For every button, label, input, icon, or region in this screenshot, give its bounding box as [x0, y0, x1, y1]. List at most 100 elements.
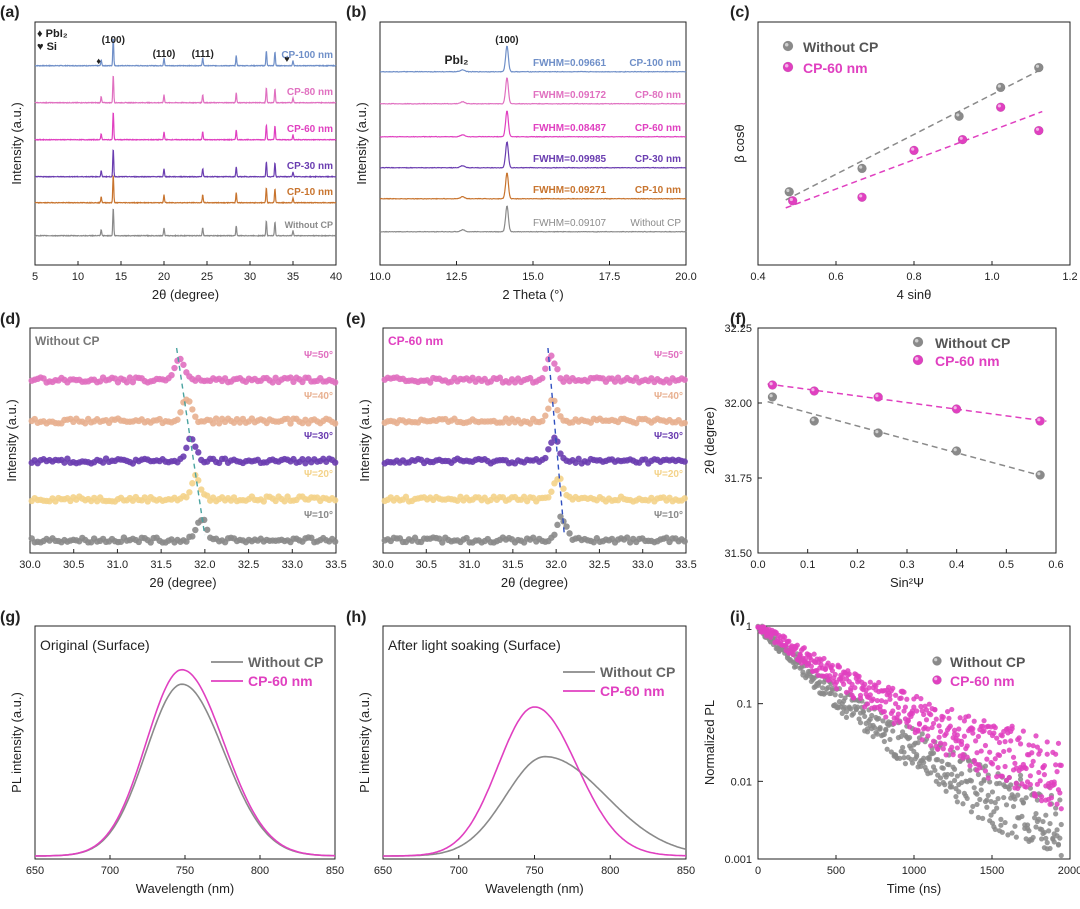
decay-point: [1027, 773, 1033, 779]
decay-point: [1033, 793, 1039, 799]
decay-point: [923, 717, 930, 723]
decay-point: [1057, 835, 1063, 841]
data-point-highlight: [875, 430, 879, 434]
scan-point: [545, 494, 552, 501]
pl-curve: [383, 755, 687, 857]
decay-point: [981, 728, 987, 734]
y-axis-label: Intensity (a.u.): [357, 399, 372, 481]
decay-point: [1006, 747, 1012, 753]
data-point: [787, 196, 798, 206]
data-point-highlight: [786, 188, 790, 193]
psi-label: Ψ=10°: [304, 510, 333, 521]
decay-point: [1002, 739, 1008, 745]
y-axis-label: PL intensity (a.u.): [357, 692, 372, 793]
decay-point: [1039, 794, 1045, 800]
decay-point: [832, 692, 838, 698]
scan-point: [526, 420, 534, 427]
decay-point: [968, 778, 975, 784]
psi-label: Ψ=50°: [304, 350, 333, 361]
scan-point: [287, 420, 294, 427]
decay-point: [807, 652, 813, 658]
decay-point: [867, 679, 873, 685]
decay-point: [887, 736, 893, 743]
scan-point: [192, 443, 199, 450]
scan-point: [681, 495, 688, 502]
scan-point: [284, 415, 291, 422]
decay-point: [987, 779, 993, 785]
scan-point: [681, 458, 688, 465]
scan-point: [551, 360, 558, 367]
y-axis-label: Intensity (a.u.): [9, 102, 24, 184]
decay-point: [827, 673, 833, 679]
decay-point: [958, 771, 965, 777]
decay-point: [982, 763, 989, 769]
x-tick-label: 10.0: [369, 271, 390, 283]
decay-point: [1029, 762, 1035, 769]
data-point-highlight: [914, 356, 919, 361]
y-tick-label: 0.1: [737, 699, 752, 711]
decay-point: [842, 695, 848, 701]
decay-point: [801, 645, 807, 651]
x-tick-label: 1500: [980, 865, 1004, 877]
x-tick-label: 800: [601, 865, 619, 877]
scan-point: [554, 521, 561, 529]
decay-point: [928, 770, 934, 776]
scan-point: [186, 398, 193, 405]
decay-point: [926, 756, 932, 762]
decay-point: [1048, 795, 1055, 801]
decay-point: [898, 695, 904, 701]
si-marker: ♥: [284, 54, 289, 64]
decay-point: [975, 733, 982, 740]
decay-point: [1043, 835, 1049, 841]
scan-point: [557, 450, 564, 457]
scan-point: [557, 475, 564, 482]
decay-point: [928, 712, 934, 718]
decay-point: [843, 714, 850, 720]
xrd-trace: [379, 141, 686, 169]
scan-point: [551, 531, 558, 538]
x-tick-label: 850: [677, 865, 695, 877]
decay-point: [943, 788, 949, 794]
decay-point: [905, 717, 911, 723]
decay-point: [900, 744, 906, 751]
x-tick-label: 0.6: [828, 271, 843, 283]
x-tick-label: 0.5: [999, 559, 1014, 571]
x-axis-label: Time (ns): [887, 881, 941, 896]
data-point: [809, 386, 819, 396]
data-point: [809, 416, 819, 426]
scan-point: [566, 530, 573, 537]
data-point: [1034, 62, 1044, 73]
panel-label-c: (c): [730, 4, 750, 21]
decay-point: [881, 738, 887, 745]
scan-point: [189, 480, 196, 487]
x-tick-label: 1.2: [1062, 271, 1077, 283]
data-point: [995, 102, 1006, 112]
scan-point: [180, 453, 187, 460]
x-tick-label: 30.0: [19, 559, 40, 571]
decay-point: [964, 743, 970, 749]
decay-point: [883, 714, 889, 720]
x-tick-label: 30.0: [372, 559, 393, 571]
y-axis-label: β cosθ: [732, 124, 747, 163]
decay-point: [964, 795, 970, 802]
decay-point: [1057, 790, 1063, 796]
decay-point: [825, 684, 831, 691]
data-point: [857, 163, 867, 174]
scan-point: [129, 378, 137, 386]
x-tick-label: 700: [101, 865, 119, 877]
decay-point: [985, 792, 991, 798]
decay-point: [876, 679, 882, 686]
data-point-highlight: [811, 388, 815, 392]
decay-point: [1039, 836, 1045, 842]
plot-frame-c: [757, 21, 1071, 266]
decay-point: [1039, 798, 1045, 804]
decay-point: [850, 710, 857, 717]
series-label: Without CP: [285, 220, 333, 230]
scan-point: [183, 538, 190, 545]
decay-point: [1016, 735, 1022, 741]
decay-point: [996, 780, 1003, 786]
decay-point: [1044, 751, 1050, 757]
legend-si: ♥ Si: [37, 41, 57, 53]
decay-point: [994, 773, 1000, 780]
pl-curve: [35, 683, 336, 857]
